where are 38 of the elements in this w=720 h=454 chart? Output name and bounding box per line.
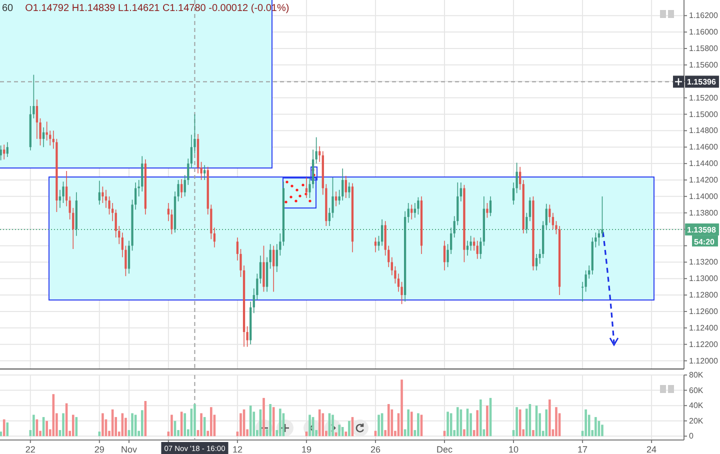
x-tick-label: Nov xyxy=(120,444,138,454)
y-tick-label: 40K xyxy=(689,401,704,410)
y-tick-label: 1.14000 xyxy=(689,192,718,201)
y-tick-label: 1.12800 xyxy=(689,290,718,300)
y-tick-label: 0 xyxy=(689,432,694,441)
y-tick-label: 1.15000 xyxy=(689,110,718,119)
y-tick-label: 60K xyxy=(689,386,704,395)
x-tick-label: 19 xyxy=(301,444,312,454)
y-tick-label: 1.15600 xyxy=(689,60,718,70)
y-tick-label: 1.14400 xyxy=(689,159,718,168)
y-tick-label: 1.12600 xyxy=(689,307,718,316)
x-tick-label: Dec xyxy=(436,444,453,454)
y-tick-label: 1.12400 xyxy=(689,323,718,332)
y-tick-label: 1.12000 xyxy=(689,356,718,366)
ref-line-label: 1.13598 xyxy=(687,225,716,234)
chart-title: 60 xyxy=(2,3,14,14)
x-tick-label: 17 xyxy=(578,444,588,454)
y-tick-label: 1.15800 xyxy=(689,44,718,54)
y-tick-label: 1.12200 xyxy=(689,340,718,349)
y-tick-label: 1.14600 xyxy=(689,142,718,152)
x-tick-label: 10 xyxy=(508,444,519,454)
y-tick-label: 80K xyxy=(689,370,704,380)
y-tick-label: 1.16200 xyxy=(689,11,718,20)
y-tick-label: 1.13200 xyxy=(689,258,718,267)
y-tick-label: 20K xyxy=(689,416,704,426)
x-tick-label: 26 xyxy=(370,444,380,454)
ref-line-label: 1.15396 xyxy=(687,78,716,87)
y-tick-label: 1.14200 xyxy=(689,176,718,185)
x-tick-label: 29 xyxy=(94,444,104,454)
y-tick-label: 1.13000 xyxy=(689,274,718,284)
y-tick-label: 1.16000 xyxy=(689,28,718,37)
x-tick-label: 22 xyxy=(25,444,36,454)
text: 54:20 xyxy=(694,237,716,246)
x-tick-label: 24 xyxy=(646,444,657,454)
y-tick-label: 1.15200 xyxy=(689,93,718,102)
y-tick-label: 1.13800 xyxy=(689,208,718,218)
y-tick-label: 1.14800 xyxy=(689,126,718,136)
x-tick-label: 12 xyxy=(232,444,242,454)
